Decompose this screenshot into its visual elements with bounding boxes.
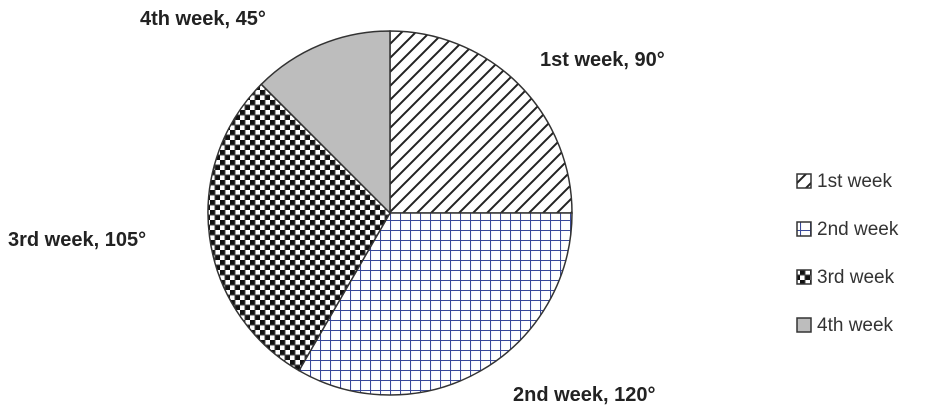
pie-slices xyxy=(207,30,573,396)
legend-swatch-4th-week xyxy=(796,317,812,333)
slice-label-2nd-week: 2nd week, 120° xyxy=(513,384,656,406)
pie-slice-4th-week xyxy=(260,30,391,215)
legend-label-3rd-week: 3rd week xyxy=(817,267,895,288)
legend: 1st week 2nd week 3rd week 4th week xyxy=(796,171,899,336)
legend-swatch-3rd-week xyxy=(796,269,812,285)
pie-slice-3rd-week xyxy=(207,83,391,372)
legend-label-2nd-week: 2nd week xyxy=(817,219,899,240)
slice-label-1st-week: 1st week, 90° xyxy=(540,49,665,71)
legend-swatch-1st-week xyxy=(796,173,812,189)
legend-label-4th-week: 4th week xyxy=(817,315,894,336)
slice-label-3rd-week: 3rd week, 105° xyxy=(8,229,146,251)
pie-slice-2nd-week xyxy=(297,212,573,396)
slice-label-4th-week: 4th week, 45° xyxy=(140,8,266,30)
pie-slice-1st-week xyxy=(389,30,573,214)
legend-swatch-2nd-week xyxy=(796,221,812,237)
legend-label-1st-week: 1st week xyxy=(817,171,892,192)
